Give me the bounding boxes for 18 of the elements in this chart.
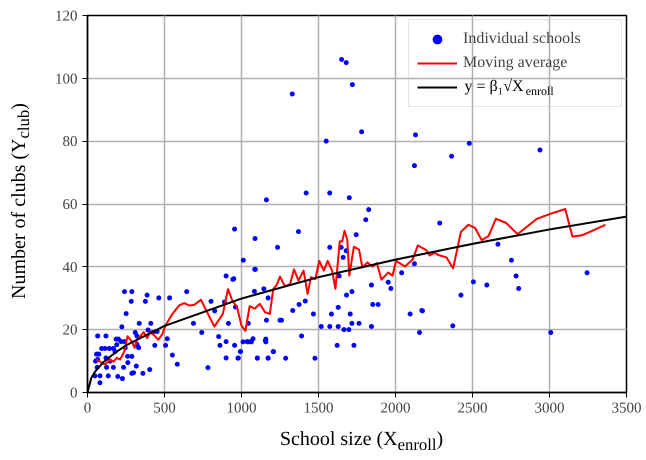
- y-tick-label: 120: [55, 8, 78, 24]
- y-tick-label: 100: [55, 71, 78, 88]
- y-tick-label: 40: [62, 260, 78, 276]
- y-tick-label: 0: [70, 386, 78, 402]
- y-tick-label: 80: [62, 134, 78, 150]
- x-tick-label: 0: [84, 400, 92, 416]
- legend-label: Individual schools: [463, 29, 582, 49]
- x-tick-label: 500: [153, 400, 176, 416]
- x-tick-label: 1000: [226, 400, 256, 416]
- y-tick-label: 60: [62, 197, 78, 213]
- x-tick-label: 1500: [304, 400, 334, 416]
- legend-label: Moving average: [463, 53, 568, 73]
- x-tick-label: 3000: [534, 400, 564, 416]
- x-axis-title: School size (X$_{enroll}$): [280, 427, 444, 456]
- x-tick-label: 3500: [612, 400, 642, 416]
- x-tick-label: 2000: [380, 400, 410, 416]
- x-tick-label: 2500: [458, 400, 488, 416]
- y-tick-label: 20: [62, 322, 78, 339]
